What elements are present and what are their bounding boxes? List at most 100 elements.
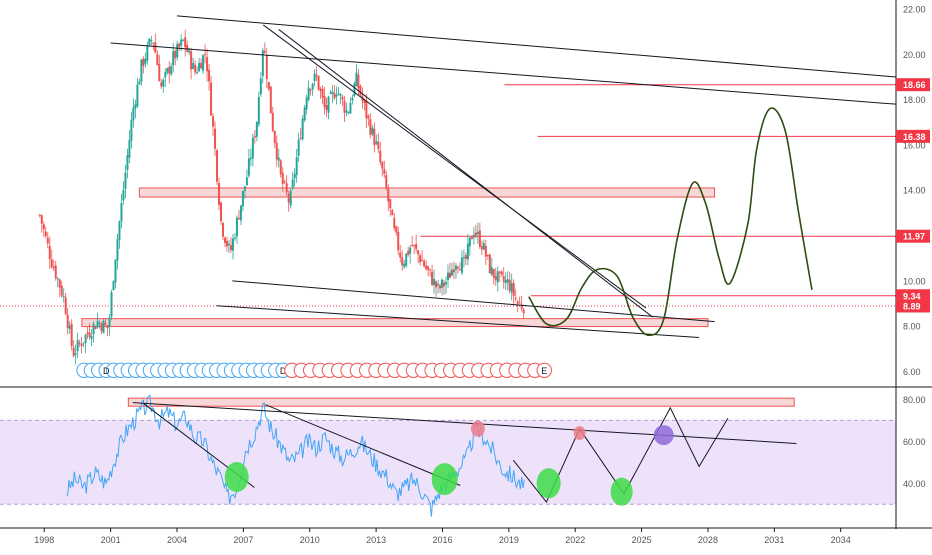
- candle-body: [482, 243, 485, 250]
- x-axis-tick-label: 2016: [432, 535, 452, 545]
- candle-body: [295, 157, 298, 176]
- candle-body: [462, 257, 465, 259]
- candle-body: [474, 232, 477, 236]
- candle-body: [301, 118, 304, 140]
- price-label-box: [896, 299, 930, 313]
- candle-body: [182, 39, 185, 41]
- trend-line: [262, 24, 647, 309]
- candle-body: [498, 271, 501, 273]
- candle-body: [508, 279, 511, 291]
- candle-body: [373, 128, 376, 146]
- candle-body: [176, 43, 179, 58]
- trend-line: [278, 29, 653, 318]
- candle-body: [174, 50, 177, 59]
- rsi-axis-tick-label: 40.00: [903, 479, 926, 489]
- candle-body: [196, 72, 199, 74]
- candle-body: [273, 131, 276, 144]
- candle-body: [225, 241, 228, 247]
- red-event-marker: [536, 362, 552, 378]
- candle-body: [395, 226, 398, 233]
- candle-body: [450, 269, 453, 276]
- candle-body: [466, 243, 469, 260]
- price-axis-tick-label: 14.00: [903, 186, 926, 196]
- candle-body: [516, 301, 519, 304]
- price-axis-tick-label: 6.00: [903, 367, 921, 377]
- candle-body: [222, 223, 225, 237]
- candle-body: [379, 150, 382, 163]
- candle-body: [315, 75, 318, 77]
- candle-body: [100, 323, 103, 332]
- candle-body: [50, 259, 53, 267]
- candle-body: [249, 157, 252, 160]
- candle-body: [180, 39, 183, 46]
- candle-body: [110, 292, 113, 317]
- candle-body: [337, 93, 340, 95]
- candle-body: [114, 259, 117, 283]
- candle-body: [375, 141, 378, 144]
- candle-body: [512, 283, 515, 296]
- candle-body: [106, 325, 109, 329]
- candle-body: [72, 347, 75, 357]
- candle-body: [88, 332, 91, 338]
- candle-body: [429, 269, 432, 271]
- candle-body: [480, 246, 483, 250]
- candle-body: [411, 244, 414, 246]
- candle-body: [452, 269, 455, 273]
- candle-body: [321, 88, 324, 98]
- candle-body: [500, 271, 503, 275]
- candle-body: [166, 68, 169, 73]
- candle-body: [347, 112, 350, 114]
- candle-body: [138, 81, 141, 85]
- candle-body: [399, 252, 402, 258]
- candle-body: [204, 54, 207, 56]
- candle-body: [415, 244, 418, 249]
- candle-body: [470, 236, 473, 240]
- candle-body: [484, 245, 487, 257]
- candle-body: [202, 55, 205, 71]
- price-axis-tick-label: 18.00: [903, 95, 926, 105]
- support-resistance-zone: [81, 318, 709, 328]
- candle-body: [267, 81, 270, 90]
- candle-body: [136, 84, 139, 107]
- candle-body: [220, 202, 223, 222]
- candle-body: [325, 105, 328, 110]
- support-resistance-zone: [138, 187, 716, 198]
- candle-body: [275, 142, 278, 160]
- price-axis-tick-label: 16.00: [903, 140, 926, 150]
- candle-body: [339, 94, 342, 96]
- candle-body: [437, 283, 440, 286]
- price-label-box: [896, 129, 930, 143]
- candle-body: [120, 203, 123, 222]
- candle-body: [277, 157, 280, 161]
- candle-body: [419, 255, 422, 263]
- candle-body: [168, 66, 171, 74]
- candle-body: [285, 183, 288, 193]
- candle-body: [134, 104, 137, 109]
- candle-body: [243, 186, 246, 191]
- candle-body: [206, 57, 209, 72]
- candle-body: [154, 42, 157, 53]
- candle-body: [78, 342, 81, 344]
- candle-body: [84, 334, 87, 343]
- candle-body: [208, 69, 211, 82]
- candle-body: [341, 96, 344, 100]
- candle-body: [188, 50, 191, 53]
- price-label-text: 18.66: [903, 80, 926, 90]
- event-marker-letter: D: [103, 366, 110, 376]
- candle-body: [192, 63, 195, 69]
- candle-body: [247, 158, 250, 176]
- candle-body: [488, 254, 491, 274]
- rsi-resistance-zone: [127, 397, 795, 407]
- candle-body: [397, 231, 400, 251]
- candle-body: [214, 128, 217, 149]
- candle-body: [150, 40, 153, 42]
- candle-body: [251, 137, 254, 159]
- candle-body: [407, 250, 410, 255]
- axis-background: [896, 0, 932, 550]
- candle-body: [421, 259, 424, 262]
- candle-body: [223, 237, 226, 243]
